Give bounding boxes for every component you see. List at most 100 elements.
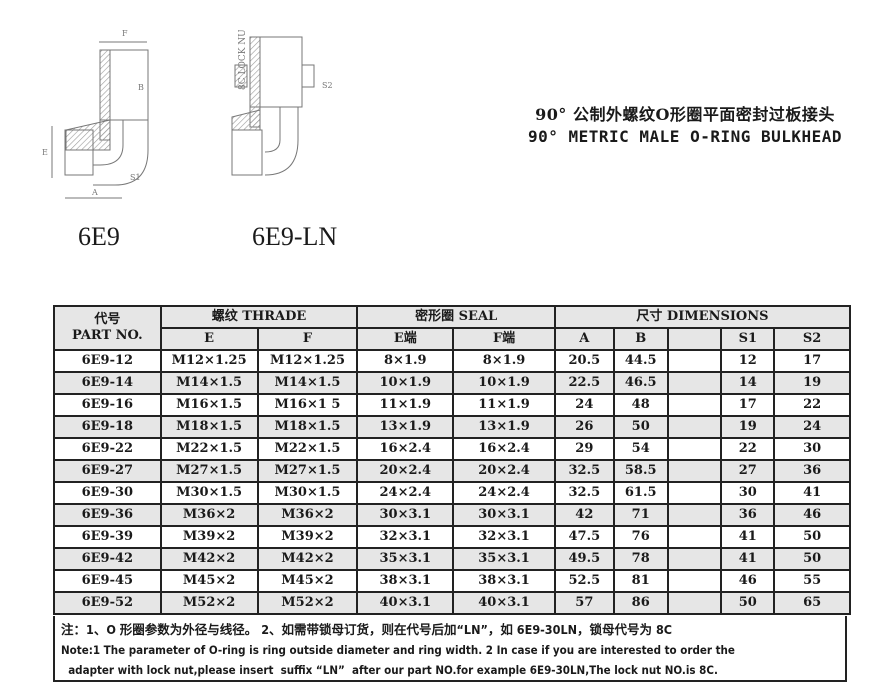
table-cell: 30 [720, 481, 776, 505]
table-cell: 12 [720, 349, 776, 373]
spec-table: 代号 PART NO. 螺纹 THRADE 密形圈 SEAL 尺寸 DIMENS… [53, 305, 852, 615]
table-cell: M52×2 [159, 591, 259, 615]
table-cell: 20.5 [553, 349, 615, 373]
table-cell: 16×2.4 [452, 437, 556, 461]
note-chinese: 注：1、O 形圈参数为外径与线径。 2、如需带锁母订货，则在代号后加“LN”，如… [61, 622, 673, 637]
table-cell: 14 [720, 371, 776, 395]
fitting-drawing-6e9-ln: 8C LOCK NUT S2 [231, 30, 333, 176]
table-cell: 27 [720, 459, 776, 483]
table-cell: M30×1.5 [159, 481, 259, 505]
table-cell: 38×3.1 [356, 569, 455, 593]
header-row-2: E F E端 F端 A B S1 S2 [54, 327, 851, 351]
table-cell: 6E9-22 [53, 437, 162, 461]
table-cell: M14×1.5 [256, 371, 359, 395]
table-cell: M45×2 [256, 569, 359, 593]
header-part-zh: 代号 [94, 312, 121, 327]
header-part-no: 代号 PART NO. [53, 305, 162, 351]
dim-label-s1: S1 [130, 173, 141, 182]
table-cell [666, 393, 723, 417]
dim-label-a: A [91, 188, 98, 197]
table-cell: 40×3.1 [356, 591, 455, 615]
table-cell: 50 [720, 591, 776, 615]
table-cell: 46 [720, 569, 776, 593]
dim-label-b: B [138, 83, 144, 92]
lock-nut-label: 8C LOCK NUT [238, 30, 248, 90]
table-cell: 6E9-27 [53, 459, 162, 483]
drawing-caption-6e9-ln: 6E9-LN [252, 222, 338, 251]
table-cell: 8×1.9 [452, 349, 556, 373]
table-cell: M12×1.25 [256, 349, 359, 373]
table-cell: 30×3.1 [356, 503, 455, 527]
table-cell: M22×1.5 [159, 437, 259, 461]
drawing-caption-6e9: 6E9 [78, 222, 120, 251]
header-e-seal: E端 [356, 327, 455, 351]
table-cell: M36×2 [256, 503, 359, 527]
table-cell: 42 [553, 503, 615, 527]
table-cell: 35×3.1 [356, 547, 455, 571]
table-cell: 41 [773, 481, 851, 505]
header-thread: 螺纹 THRADE [159, 305, 359, 329]
table-cell: M39×2 [159, 525, 259, 549]
table-cell: 6E9-12 [53, 349, 162, 373]
table-cell: 54 [612, 437, 669, 461]
table-cell: 6E9-14 [53, 371, 162, 395]
table-cell: M12×1.25 [159, 349, 259, 373]
table-cell: 48 [612, 393, 669, 417]
table-cell: 30×3.1 [452, 503, 556, 527]
table-cell [666, 591, 723, 615]
note-english-line-1: Note:1 The parameter of O-ring is ring o… [61, 643, 735, 657]
table-cell [666, 569, 723, 593]
table-cell [666, 525, 723, 549]
table-cell: 13×1.9 [452, 415, 556, 439]
table-cell: 41 [720, 547, 776, 571]
notes-box: 注：1、O 形圈参数为外径与线径。 2、如需带锁母订货，则在代号后加“LN”，如… [53, 616, 847, 682]
dim-label-f: F [122, 29, 128, 38]
table-cell: 36 [773, 459, 851, 483]
table-cell: 6E9-42 [53, 547, 162, 571]
table-cell: 20×2.4 [452, 459, 556, 483]
table-cell: M30×1.5 [256, 481, 359, 505]
table-cell: 71 [612, 503, 669, 527]
table-cell: 6E9-18 [53, 415, 162, 439]
table-cell: 32×3.1 [452, 525, 556, 549]
table-cell: 24×2.4 [356, 481, 455, 505]
table-cell: 36 [720, 503, 776, 527]
table-cell: 58.5 [612, 459, 669, 483]
table-cell: 78 [612, 547, 669, 571]
table-cell: 24×2.4 [452, 481, 556, 505]
table-cell: M27×1.5 [159, 459, 259, 483]
table-cell: M18×1.5 [256, 415, 359, 439]
table-cell: 6E9-16 [53, 393, 162, 417]
table-cell: 32×3.1 [356, 525, 455, 549]
table-cell: 16×2.4 [356, 437, 455, 461]
table-row: 6E9-12 M12×1.25 M12×1.25 8×1.9 8×1.9 20.5 44.5… [53, 349, 851, 373]
table-cell: M36×2 [159, 503, 259, 527]
table-cell: 76 [612, 525, 669, 549]
table-cell [666, 415, 723, 439]
table-row: 6E9-27 M27×1.5 M27×1.5 20×2.4 20×2.4 32.5 58.5… [53, 459, 851, 483]
table-cell [666, 371, 723, 395]
table-row: 6E9-30 M30×1.5 M30×1.5 24×2.4 24×2.4 32.5 61.5… [53, 481, 851, 505]
header-blank [666, 327, 723, 351]
table-cell: 22 [773, 393, 851, 417]
table-cell: 30 [773, 437, 851, 461]
table-cell: 6E9-52 [53, 591, 162, 615]
table-cell: 29 [553, 437, 615, 461]
header-a: A [553, 327, 615, 351]
table-row: 6E9-14 M14×1.5 M14×1.5 10×1.9 10×1.9 22.5 46.5… [53, 371, 851, 395]
table-cell: 86 [612, 591, 669, 615]
table-cell: 46 [773, 503, 851, 527]
table-cell: M22×1.5 [256, 437, 359, 461]
table-cell: 11×1.9 [452, 393, 556, 417]
table-cell: 11×1.9 [356, 393, 455, 417]
table-cell: 17 [720, 393, 776, 417]
header-seal: 密形圈 SEAL [356, 305, 556, 329]
table-cell: M18×1.5 [159, 415, 259, 439]
table-cell: 22.5 [553, 371, 615, 395]
table-cell: 26 [553, 415, 615, 439]
table-cell: 65 [773, 591, 851, 615]
title-chinese: 90° 公制外螺纹O形圈平面密封过板接头 [535, 105, 835, 124]
table-row: 6E9-45 M45×2 M45×2 38×3.1 38×3.1 52.5 81 46 55 [53, 569, 851, 593]
table-cell: 50 [773, 525, 851, 549]
table-cell: 6E9-36 [53, 503, 162, 527]
